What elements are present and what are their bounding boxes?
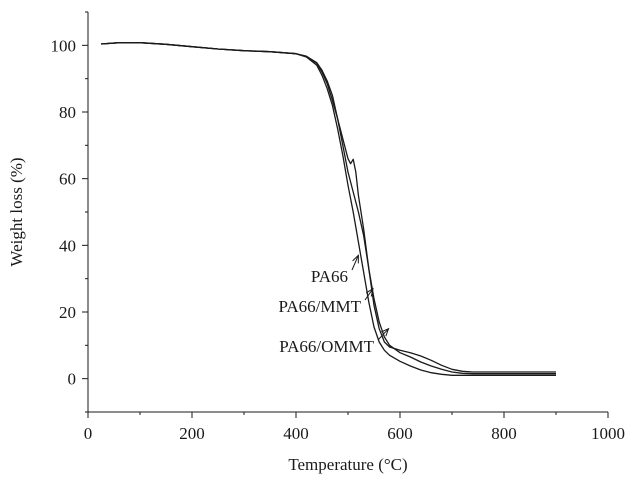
annotation-arrow — [377, 328, 389, 341]
annotation-arrow — [351, 255, 359, 271]
annotation-label: PA66 — [311, 267, 348, 286]
y-tick-label: 80 — [59, 103, 76, 122]
x-tick-label: 200 — [179, 424, 205, 443]
annotation-arrowhead — [352, 254, 359, 264]
series-group — [100, 42, 556, 376]
y-tick-label: 0 — [68, 370, 77, 389]
x-axis-title: Temperature (°C) — [288, 455, 407, 474]
y-tick-label: 20 — [59, 303, 76, 322]
annotation-arrowhead — [365, 287, 374, 297]
ticks: 0 200 400 600 800 1000 0 20 40 60 80 100 — [51, 11, 625, 443]
y-tick-label: 100 — [51, 36, 77, 55]
x-tick-label: 0 — [84, 424, 93, 443]
y-tick-label: 40 — [59, 236, 76, 255]
y-axis-title: Weight loss (%) — [7, 157, 26, 266]
annotations: PA66 PA66/MMT PA66/OMMT — [278, 254, 390, 356]
x-tick-label: 600 — [387, 424, 413, 443]
x-tick-label: 1000 — [591, 424, 625, 443]
annotation-arrow — [364, 288, 374, 301]
annotation-arrowhead — [381, 327, 390, 337]
x-tick-label: 400 — [283, 424, 309, 443]
x-tick-label: 800 — [491, 424, 517, 443]
annotation-label: PA66/MMT — [278, 297, 361, 316]
series-line-3 — [100, 42, 556, 376]
y-tick-label: 60 — [59, 170, 76, 189]
annotation-label: PA66/OMMT — [279, 337, 374, 356]
